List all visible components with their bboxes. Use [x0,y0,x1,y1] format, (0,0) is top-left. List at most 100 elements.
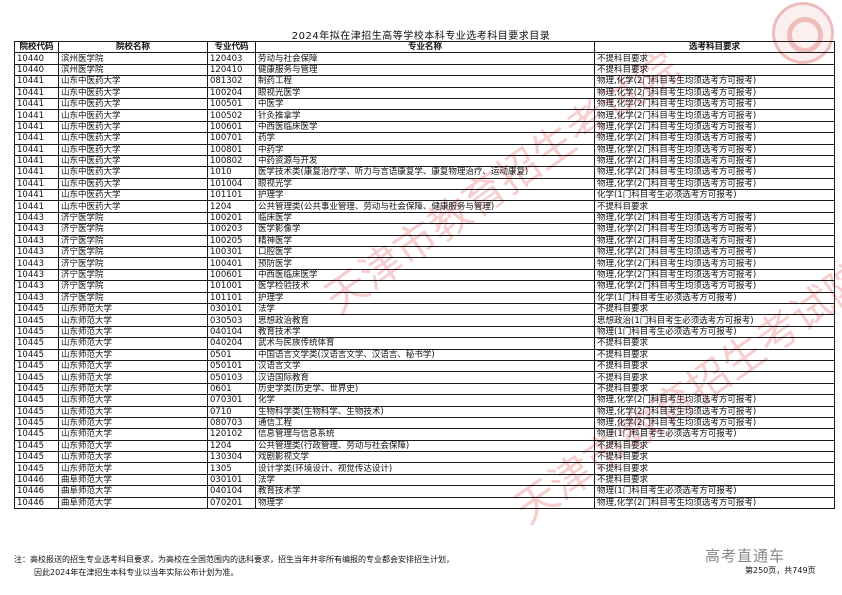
major-name-cell: 汉语国际教育 [255,371,595,384]
major-name-cell: 戏剧影视文学 [255,451,595,464]
school-code-cell: 10445 [14,359,59,373]
school-code-cell: 10445 [14,462,59,475]
major-name-cell: 通信工程 [255,416,595,430]
major-name-cell: 中国语言文学类(汉语言文学、汉语言、秘书学) [255,348,595,361]
major-code-cell: 040104 [207,485,256,498]
major-name-cell: 武术与民族传统体育 [255,337,595,350]
major-code-cell: 101004 [207,177,256,191]
table-row: 10443 济宁医学院 100601 中西医临床医学 物理,化学(2门科目考生均须选考方… [14,268,835,282]
table-row: 10441 山东中医药大学 1010 医学技术类(康复治疗学、听力与言语康复学、康复物… [14,166,835,179]
school-code-cell: 10440 [14,63,59,77]
school-name-cell: 山东师范大学 [58,462,208,475]
page-title: 2024年拟在津招生高等学校本科专业选考科目要求目录 [291,31,551,42]
school-code-cell: 10443 [14,223,59,236]
school-name-cell: 山东师范大学 [58,382,208,396]
table-row: 10445 山东师范大学 1204 公共管理类(行政管理、劳动与社会保障) 不提科目要求 [14,439,835,453]
major-name-cell: 预防医学 [255,257,595,270]
major-name-cell: 医学检验技术 [255,280,595,293]
major-code-cell: 100204 [207,86,256,99]
table-row: 10445 山东师范大学 0710 生物科学类(生物科学、生物技术) 物理,化学(2门科… [14,405,835,418]
requirement-cell: 不提科目要求 [594,462,835,475]
school-name-cell: 山东师范大学 [58,405,208,418]
major-name-cell: 信息管理与信息系统 [255,428,595,441]
school-code-cell: 10445 [14,394,59,407]
requirement-cell: 物理,化学(2门科目考生均须选考方可报考) [594,211,835,225]
table-row: 10445 山东师范大学 080703 通信工程 物理,化学(2门科目考生均须选考方可报… [14,416,835,430]
footnote-line-1: 注：高校报送的招生专业选考科目要求，为高校在全国范围内的选科要求，招生当年并非所… [14,555,454,564]
school-name-cell: 山东师范大学 [58,337,208,350]
requirement-cell: 物理,化学(2门科目考生均须选考方可报考) [594,143,835,156]
school-code-cell: 10445 [14,337,59,350]
school-code-cell: 10445 [14,428,59,441]
school-name-cell: 山东师范大学 [58,439,208,453]
major-code-cell: 0601 [207,382,256,396]
major-name-cell: 中药资源与开发 [255,154,595,168]
requirement-cell: 物理(1门科目考生必须选考方可报考) [594,428,835,441]
table-row: 10445 山东师范大学 040104 教育技术学 物理(1门科目考生必须选考方可报考) [14,325,835,339]
table-row: 10443 济宁医学院 100301 口腔医学 物理,化学(2门科目考生均须选考方可报考… [14,246,835,259]
school-code-cell: 10441 [14,166,59,179]
school-code-cell: 10445 [14,314,59,327]
table-row: 10443 济宁医学院 101001 医学检验技术 物理,化学(2门科目考生均须选考方可… [14,280,835,293]
header-major-name: 专业名称 [255,40,595,54]
requirement-cell: 物理,化学(2门科目考生均须选考方可报考) [594,416,835,430]
table-row: 10445 山东师范大学 1305 设计学类(环境设计、视觉传达设计) 不提科目要求 [14,462,835,475]
school-code-cell: 10445 [14,451,59,464]
school-name-cell: 山东中医药大学 [58,97,208,111]
major-name-cell: 临床医学 [255,211,595,225]
school-code-cell: 10441 [14,177,59,191]
requirement-cell: 物理,化学(2门科目考生均须选考方可报考) [594,120,835,134]
major-name-cell: 公共管理类(公共事业管理、劳动与社会保障、健康服务与管理) [255,200,595,213]
major-name-cell: 思想政治教育 [255,314,595,327]
requirement-cell: 物理,化学(2门科目考生均须选考方可报考) [594,280,835,293]
header-school-name: 院校名称 [58,40,208,54]
major-code-cell: 130304 [207,451,256,464]
school-name-cell: 济宁医学院 [58,257,208,270]
major-code-cell: 100701 [207,132,256,145]
major-code-cell: 050103 [207,371,256,384]
school-code-cell: 10441 [14,86,59,99]
major-code-cell: 030101 [207,473,256,487]
requirement-cell: 思想政治(1门科目考生必须选考方可报考) [594,314,835,327]
major-code-cell: 1204 [207,200,256,213]
school-name-cell: 山东中医药大学 [58,109,208,122]
major-code-cell: 120102 [207,428,256,441]
requirement-cell: 物理,化学(2门科目考生均须选考方可报考) [594,166,835,179]
major-code-cell: 1204 [207,439,256,453]
school-name-cell: 山东师范大学 [58,302,208,316]
major-name-cell: 历史学类(历史学、世界史) [255,382,595,396]
major-name-cell: 中医学 [255,97,595,111]
school-name-cell: 山东师范大学 [58,325,208,339]
table-row: 10446 曲阜师范大学 070201 物理学 物理,化学(2门科目考生均须选考方可报考… [14,496,835,510]
school-code-cell: 10445 [14,416,59,430]
school-name-cell: 曲阜师范大学 [58,485,208,498]
school-code-cell: 10441 [14,120,59,134]
school-code-cell: 10441 [14,97,59,111]
requirement-cell: 物理,化学(2门科目考生均须选考方可报考) [594,75,835,88]
major-name-cell: 药学 [255,132,595,145]
major-code-cell: 100501 [207,97,256,111]
table-row: 10446 曲阜师范大学 030101 法学 不提科目要求 [14,473,835,487]
major-name-cell: 公共管理类(行政管理、劳动与社会保障) [255,439,595,453]
table-row: 10441 山东中医药大学 100701 药学 物理,化学(2门科目考生均须选考方可报考… [14,132,835,145]
school-name-cell: 山东师范大学 [58,371,208,384]
requirement-cell: 不提科目要求 [594,52,835,65]
major-name-cell: 法学 [255,473,595,487]
school-code-cell: 10440 [14,52,59,65]
school-name-cell: 济宁医学院 [58,246,208,259]
school-code-cell: 10443 [14,268,59,282]
table-row: 10441 山东中医药大学 100601 中西医临床医学 物理,化学(2门科目考生均须选… [14,120,835,134]
major-name-cell: 中西医临床医学 [255,268,595,282]
school-code-cell: 10441 [14,154,59,168]
school-name-cell: 山东中医药大学 [58,120,208,134]
requirement-cell: 物理,化学(2门科目考生均须选考方可报考) [594,234,835,248]
major-code-cell: 100502 [207,109,256,122]
major-name-cell: 教育技术学 [255,325,595,339]
major-name-cell: 护理学 [255,189,595,202]
table-row: 10445 山东师范大学 050103 汉语国际教育 不提科目要求 [14,371,835,384]
major-name-cell: 制药工程 [255,75,595,88]
school-name-cell: 山东中医药大学 [58,154,208,168]
requirement-cell: 物理,化学(2门科目考生均须选考方可报考) [594,394,835,407]
major-code-cell: 120410 [207,63,256,77]
school-name-cell: 山东中医药大学 [58,189,208,202]
